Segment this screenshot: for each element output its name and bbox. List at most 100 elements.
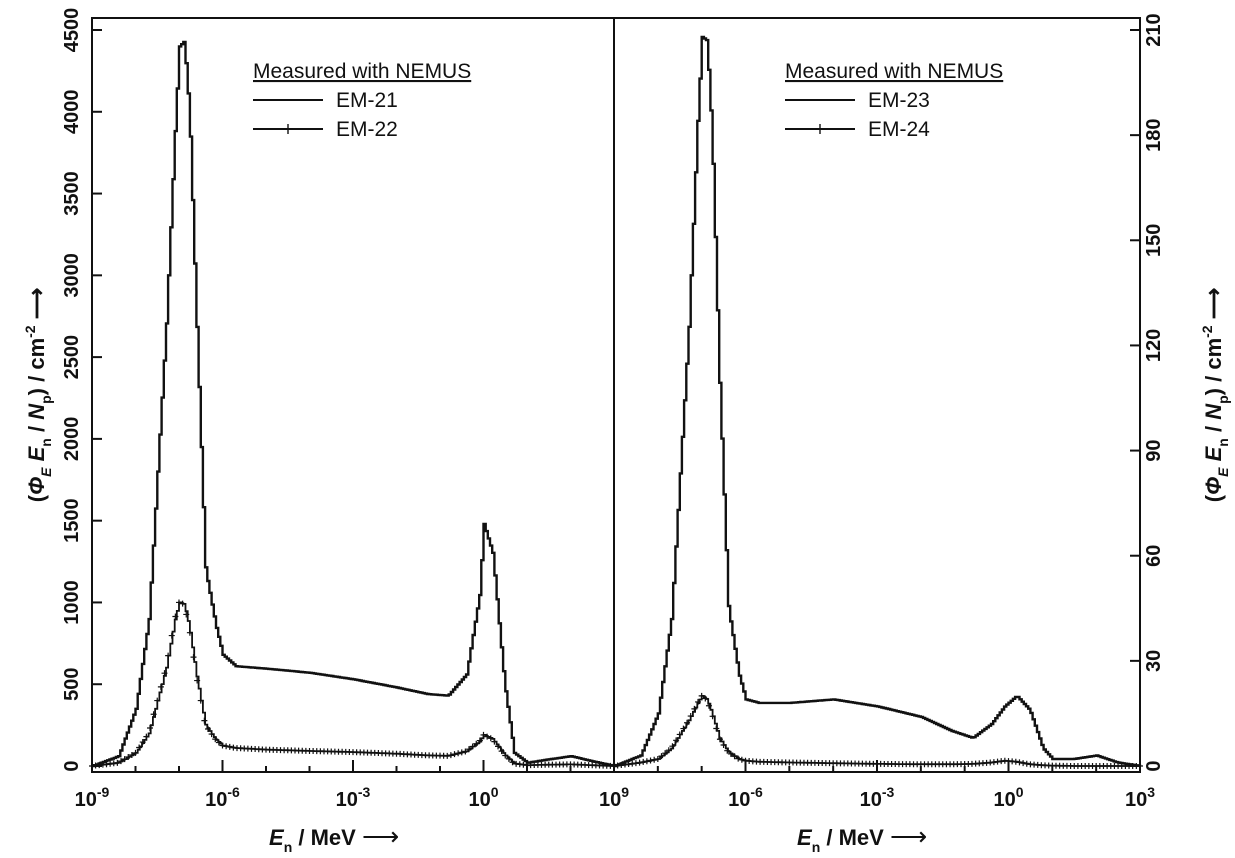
plus-marker xyxy=(735,755,742,762)
plus-marker xyxy=(658,753,665,760)
plus-marker xyxy=(702,695,709,702)
plus-marker xyxy=(447,752,454,759)
y-tick-label: 2000 xyxy=(61,417,83,462)
left-y-axis-label: (ΦE En / Np) / cm-2 ⟶ xyxy=(22,288,54,503)
plus-marker xyxy=(651,756,658,763)
series-curves xyxy=(89,35,1143,769)
plus-marker xyxy=(640,758,647,765)
y-tick-label: 1000 xyxy=(61,580,83,625)
plus-marker xyxy=(128,751,135,758)
legend-series-label: EM-21 xyxy=(336,89,398,112)
plus-marker xyxy=(157,683,164,690)
y-tick-label: 0 xyxy=(1143,760,1165,771)
plus-marker xyxy=(1137,763,1143,769)
x-tick-label: 100 xyxy=(993,784,1023,811)
plus-marker xyxy=(114,759,121,766)
plus-marker xyxy=(223,743,230,750)
plus-marker xyxy=(727,750,734,757)
plus-marker xyxy=(480,731,487,738)
y-tick-label: 90 xyxy=(1143,439,1165,461)
y-tick-label: 1500 xyxy=(61,498,83,543)
plus-marker xyxy=(491,738,498,745)
plot-frame xyxy=(91,17,1141,773)
series-em-22-line xyxy=(92,601,615,767)
plus-marker xyxy=(687,713,694,720)
plus-marker xyxy=(716,736,723,743)
plus-marker xyxy=(212,736,219,743)
x-tick-label: 10-9 xyxy=(75,784,110,811)
plus-marker xyxy=(487,735,494,742)
plus-marker xyxy=(498,748,505,755)
plus-marker xyxy=(125,754,132,761)
plus-marker xyxy=(139,739,146,746)
x-tick-label: 10-6 xyxy=(205,784,240,811)
plus-marker xyxy=(676,731,683,738)
series-em-23-line xyxy=(614,35,1142,768)
plus-marker xyxy=(176,599,182,606)
legend-series-label: EM-22 xyxy=(336,118,398,141)
plus-marker xyxy=(194,677,201,684)
plus-marker xyxy=(476,737,483,744)
plus-marker xyxy=(215,739,222,746)
plus-marker xyxy=(444,752,451,759)
y-tick-label: 3000 xyxy=(61,253,83,298)
plus-marker xyxy=(647,757,654,764)
plus-marker xyxy=(466,746,472,753)
x-tick-label: 100 xyxy=(468,784,498,811)
legend-title: Measured with NEMUS xyxy=(785,60,1003,83)
plus-marker xyxy=(469,743,476,750)
plus-marker xyxy=(473,740,480,747)
plus-marker xyxy=(720,741,727,748)
legend-title: Measured with NEMUS xyxy=(253,60,471,83)
series-em-22-markers xyxy=(89,599,617,769)
x-tick-label: 109 xyxy=(599,784,629,811)
plus-marker xyxy=(205,726,211,733)
plus-marker xyxy=(669,743,676,750)
x-tick-label: 103 xyxy=(1125,784,1155,811)
plus-marker xyxy=(154,697,161,704)
plus-marker xyxy=(691,705,698,712)
plus-marker xyxy=(484,733,491,740)
series-em-21-line xyxy=(92,40,616,768)
plus-marker xyxy=(636,759,643,766)
plus-marker xyxy=(150,711,157,718)
plus-marker xyxy=(502,752,509,759)
plus-marker xyxy=(451,751,458,758)
plus-marker xyxy=(190,654,197,661)
legends: Measured with NEMUS EM-21 EM-22 Measured wi… xyxy=(253,60,1003,141)
plot-border xyxy=(91,17,1141,773)
plus-marker xyxy=(172,613,179,620)
plus-marker xyxy=(505,755,512,762)
right-y-ticks: 0 30 60 90 120 150 180 210 xyxy=(1130,13,1165,772)
plus-marker xyxy=(662,750,669,757)
left-x-axis-label: En / MeV ⟶ xyxy=(269,821,399,855)
plus-marker xyxy=(165,652,172,659)
plus-marker xyxy=(509,759,516,766)
left-y-ticks: 0 500 1000 1500 2000 2500 3000 3500 4000 4500 xyxy=(61,8,102,772)
plus-marker xyxy=(201,717,208,724)
plus-marker xyxy=(147,724,153,731)
plus-marker xyxy=(713,725,720,732)
x-tick-label: 10-3 xyxy=(860,784,895,811)
plus-marker xyxy=(132,749,139,756)
plus-marker xyxy=(673,737,680,744)
plus-marker xyxy=(458,749,465,756)
plus-marker xyxy=(698,692,705,699)
legend-series-label: EM-23 xyxy=(868,89,930,112)
x-tick-label: 10-3 xyxy=(336,784,371,811)
plus-marker xyxy=(1016,759,1023,766)
legend-plus-marker xyxy=(815,124,825,134)
right-y-axis-label: (ΦE En / Np) / cm-2 ⟶ xyxy=(1199,288,1231,503)
y-tick-label: 60 xyxy=(1143,545,1165,567)
legend-plus-marker xyxy=(283,124,293,134)
y-tick-label: 500 xyxy=(61,668,83,701)
y-tick-label: 0 xyxy=(61,760,83,771)
x-tick-label: 10-6 xyxy=(728,784,763,811)
y-tick-label: 3500 xyxy=(61,171,83,216)
plus-marker xyxy=(462,748,469,755)
plus-marker xyxy=(208,731,215,738)
plus-marker xyxy=(183,611,190,618)
right-x-axis-label: En / MeV ⟶ xyxy=(797,821,927,855)
plus-marker xyxy=(695,698,702,705)
